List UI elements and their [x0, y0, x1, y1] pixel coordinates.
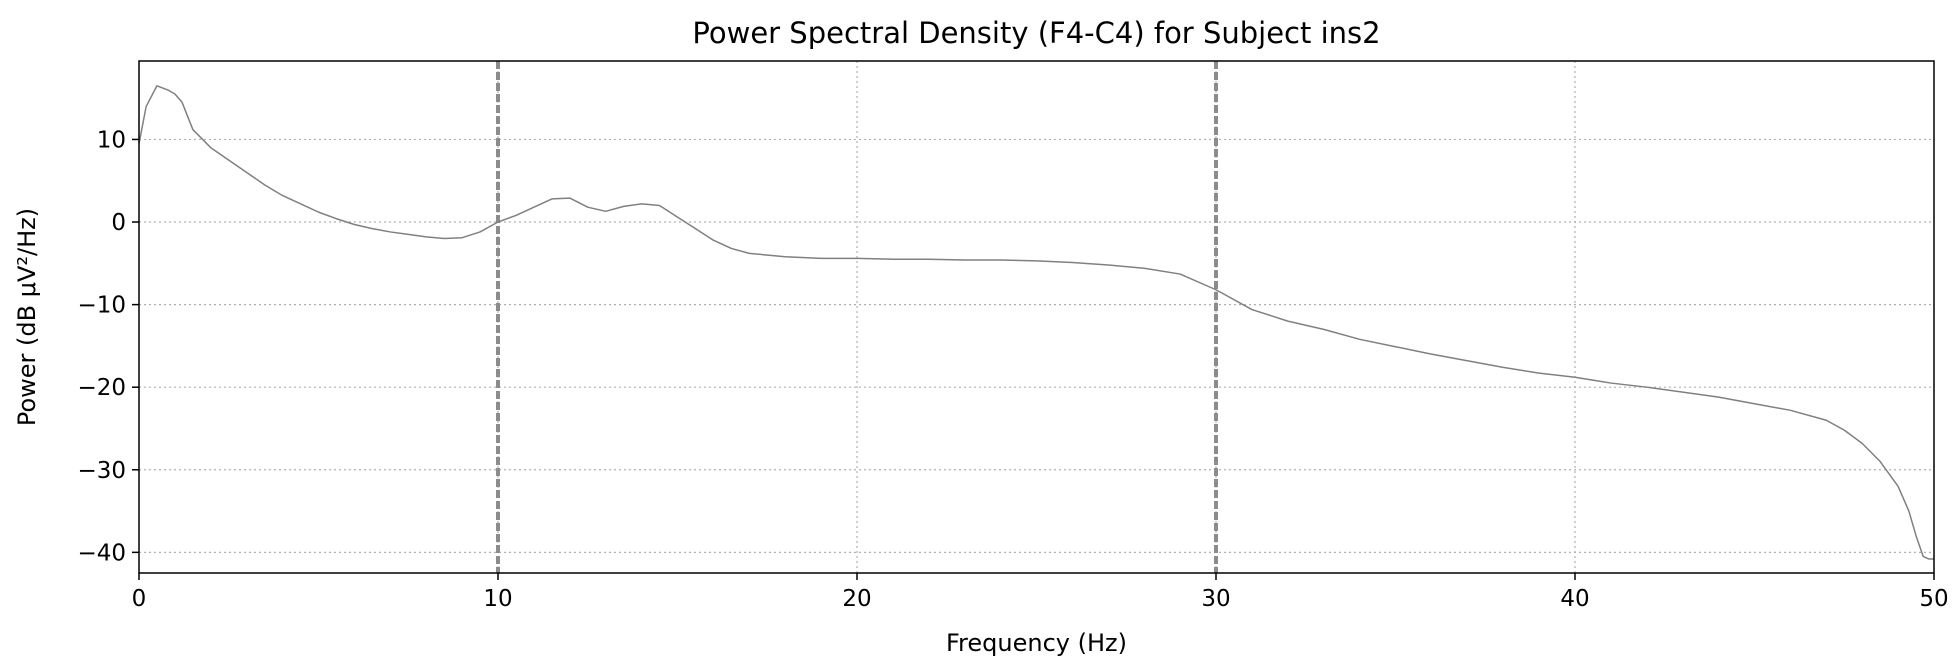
x-axis-ticks: 0 10 20 30 40 50 [132, 573, 1949, 612]
y-axis-label: Power (dB μV²/Hz) [13, 208, 41, 426]
plot-background [139, 61, 1934, 573]
x-tick-label: 30 [1201, 586, 1230, 612]
x-tick-label: 40 [1560, 586, 1589, 612]
vertical-markers [496, 61, 1218, 573]
chart-title: Power Spectral Density (F4-C4) for Subje… [692, 16, 1380, 50]
x-axis-label: Frequency (Hz) [946, 629, 1127, 657]
grid [139, 61, 1934, 573]
x-tick-label: 0 [132, 586, 147, 612]
plot-frame [138, 60, 1935, 574]
y-tick-label: 10 [97, 127, 126, 153]
series-group [138, 85, 1934, 560]
y-axis-ticks: 10 0 −10 −20 −30 −40 [77, 127, 139, 566]
y-tick-label: −10 [77, 293, 126, 319]
series-line-f4-c4 [138, 85, 1934, 560]
x-tick-label: 50 [1919, 586, 1948, 612]
y-tick-label: 0 [111, 210, 126, 236]
x-tick-label: 10 [483, 586, 512, 612]
y-tick-label: −40 [77, 540, 126, 566]
y-tick-label: −30 [77, 458, 126, 484]
x-tick-label: 20 [842, 586, 871, 612]
y-tick-label: −20 [77, 375, 126, 401]
